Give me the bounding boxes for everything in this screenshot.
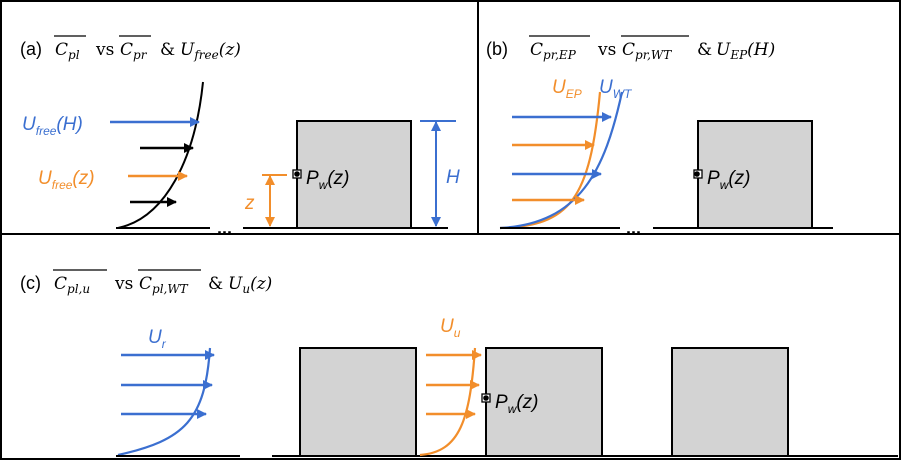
building [671,347,789,457]
u-free-h-label: Ufree(H) [22,114,83,138]
panel-b-title: (b) Cpr,EP vs Cpr,WT & UEP(H) [486,35,775,62]
wt-profile-curve [499,91,624,230]
panel-c-title: (c) Cpl,u vs Cpl,WT & Uu(z) [20,269,272,296]
pw-label: Pw(z) [707,168,751,192]
velocity-symbol: Uu(z) [228,274,272,296]
ellipsis: ... [626,218,641,238]
ellipsis: ... [246,445,261,460]
h-label: H [446,167,460,188]
u-u-label: Uu [440,316,461,340]
building [299,347,417,457]
pw-label: Pw(z) [495,392,539,416]
coef-symbol: Cpr,EP [530,40,577,62]
coef-symbol: Cpl,u [54,274,90,296]
u-r-label: Ur [148,327,167,351]
ellipsis: ... [217,218,232,238]
pressure-tap-dot [483,395,489,401]
ep-profile-curve [499,91,602,230]
panel-a-title: (a) Cpl vs Cpr & Ufree(z) [20,35,241,62]
pw-label: Pw(z) [306,168,350,192]
panel-c-tag: (c) [20,273,41,293]
pressure-tap-dot [694,171,700,177]
panel-b-tag: (b) [486,39,508,59]
panel-a-tag: (a) [20,39,42,59]
coef-symbol: Cpr,WT [622,40,672,62]
vs-text: vs [597,40,616,60]
vs-text: vs [95,40,114,60]
u-ep-label: UEP [552,77,582,101]
u-wt-label: UWT [599,77,633,101]
velocity-symbol: UEP(H) [716,40,775,62]
building [697,120,813,229]
upstream-profile-curve [117,347,212,457]
coef-symbol: Cpl,WT [139,274,189,296]
panel-c: (c) Cpl,u vs Cpl,WT & Uu(z) Ur ... Uu [20,269,898,460]
z-label: z [244,193,255,214]
coef-symbol: Cpl [55,40,80,62]
panel-a: (a) Cpl vs Cpr & Ufree(z) ... Ufree(H) U… [20,35,460,238]
amp-text: & [208,274,223,294]
velocity-profile-curve [117,81,204,229]
u-free-z-label: Ufree(z) [38,168,95,192]
velocity-symbol: Ufree(z) [180,40,241,62]
pressure-tap-dot [294,171,300,177]
vs-text: vs [114,274,133,294]
coef-symbol: Cpr [120,40,148,62]
building [296,120,412,229]
panel-b: (b) Cpr,EP vs Cpr,WT & UEP(H) ... UEP UW… [486,35,833,238]
amp-text: & [697,40,712,60]
building [485,347,603,457]
urban-profile-curve [419,347,477,457]
amp-text: & [160,40,175,60]
